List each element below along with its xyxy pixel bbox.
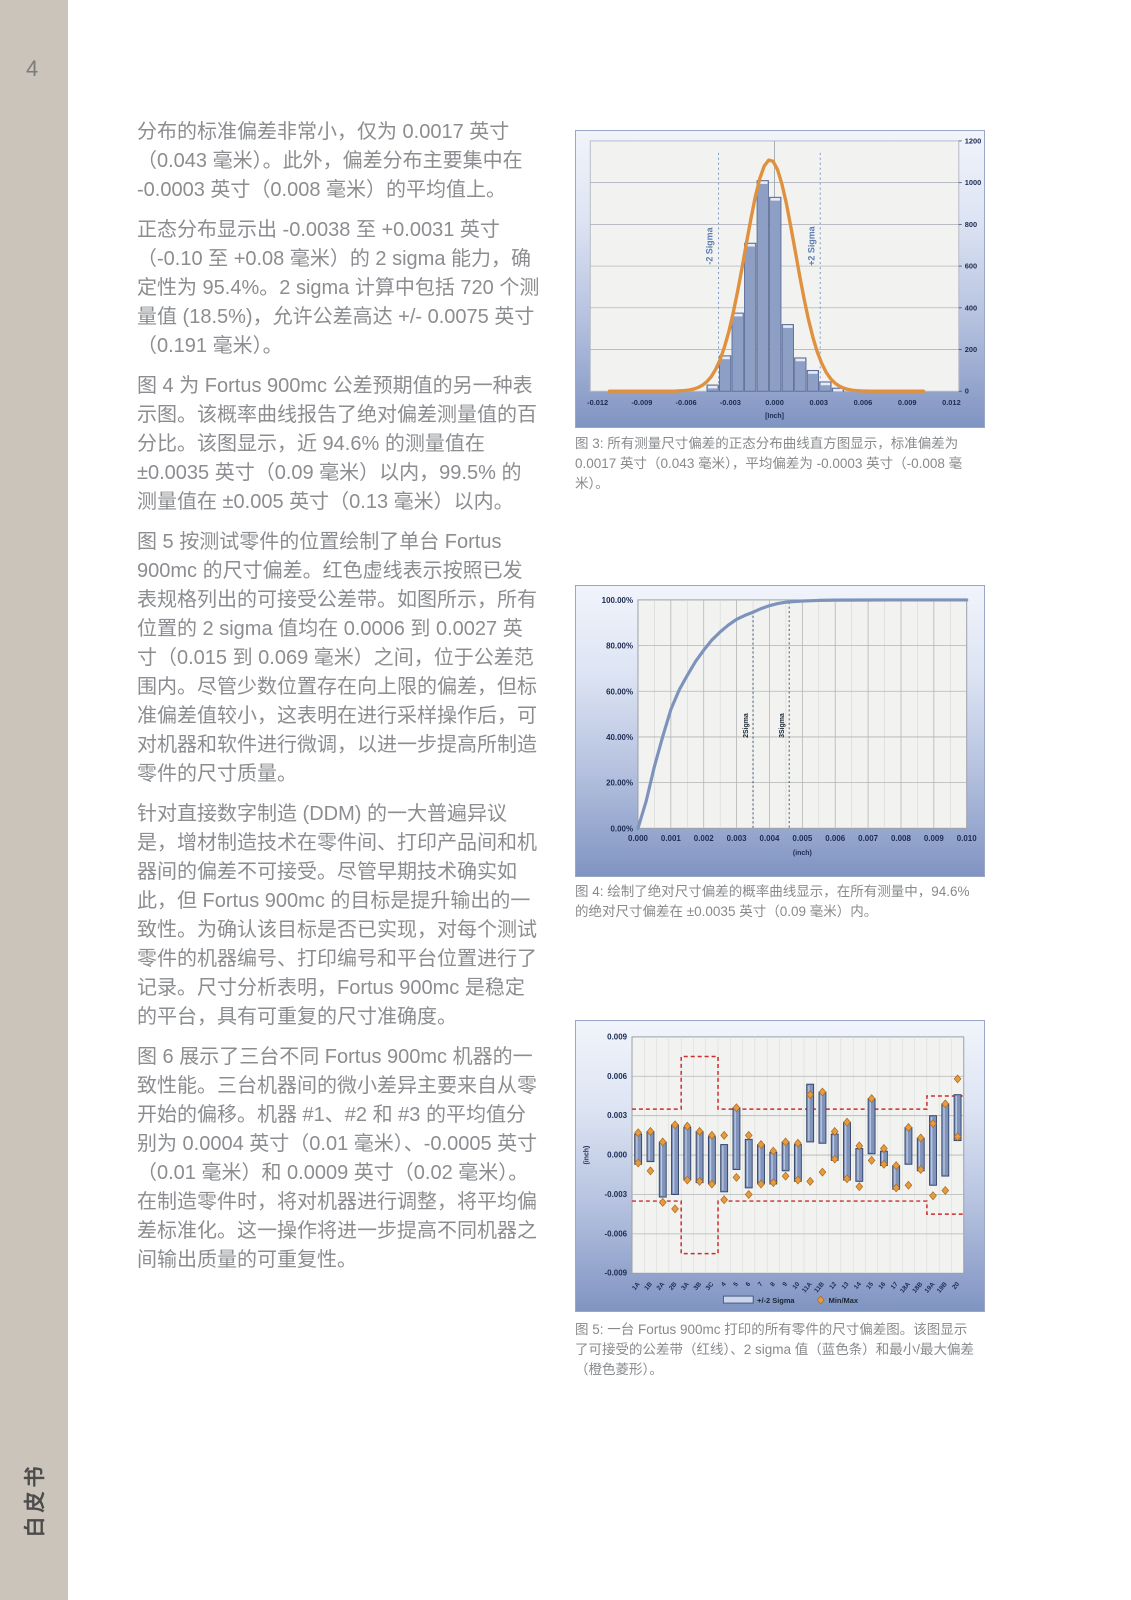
svg-text:0.007: 0.007 xyxy=(858,834,878,843)
figure3-caption: 图 3: 所有测量尺寸偏差的正态分布曲线直方图显示，标准偏差为 0.0017 英… xyxy=(575,436,963,491)
svg-text:+2 Sigma: +2 Sigma xyxy=(806,225,816,265)
svg-text:19B: 19B xyxy=(936,1281,949,1295)
svg-text:11A: 11A xyxy=(801,1281,814,1295)
svg-text:7: 7 xyxy=(757,1281,765,1289)
svg-text:2B: 2B xyxy=(668,1281,679,1292)
body-paragraph: 图 5 按测试零件的位置绘制了单台 Fortus 900mc 的尺寸偏差。红色虚… xyxy=(137,531,537,785)
svg-text:0.006: 0.006 xyxy=(607,1072,627,1081)
svg-text:-2 Sigma: -2 Sigma xyxy=(705,226,715,264)
figure5-deviation-range-chart: 0.009 0.006 0.003 0.000 -0.003 -0.006 -0.009 1A… xyxy=(575,1020,985,1312)
svg-text:12: 12 xyxy=(828,1281,838,1291)
svg-text:Min/Max: Min/Max xyxy=(829,1296,859,1305)
body-paragraph: 分布的标准偏差非常小，仅为 0.0017 英寸（0.043 毫米）。此外，偏差分… xyxy=(137,121,523,201)
svg-text:3A: 3A xyxy=(680,1281,691,1292)
svg-text:4: 4 xyxy=(720,1281,728,1289)
svg-text:(inch): (inch) xyxy=(583,1146,590,1165)
svg-text:40.00%: 40.00% xyxy=(606,733,633,742)
svg-text:0.009: 0.009 xyxy=(607,1032,627,1041)
page-number: 4 xyxy=(26,56,39,81)
svg-text:100.00%: 100.00% xyxy=(602,596,633,605)
svg-text:5: 5 xyxy=(732,1281,740,1289)
body-paragraph: 正态分布显示出 -0.0038 至 +0.0031 英寸（-0.10 至 +0.… xyxy=(137,219,540,357)
figure3-histogram-chart: -2 Sigma +2 Sigma 0 200 400 600 800 1000 1200 -0.… xyxy=(575,130,985,428)
svg-text:600: 600 xyxy=(965,262,977,271)
svg-text:800: 800 xyxy=(965,220,977,229)
svg-text:-0.009: -0.009 xyxy=(605,1269,628,1278)
svg-text:18A: 18A xyxy=(899,1281,912,1295)
svg-text:-0.003: -0.003 xyxy=(605,1190,628,1199)
svg-text:-0.012: -0.012 xyxy=(587,398,608,407)
svg-text:60.00%: 60.00% xyxy=(606,687,633,696)
svg-text:0: 0 xyxy=(965,387,969,396)
svg-text:0.008: 0.008 xyxy=(891,834,911,843)
svg-text:0.006: 0.006 xyxy=(854,398,873,407)
svg-text:0.003: 0.003 xyxy=(607,1111,627,1120)
svg-text:-0.006: -0.006 xyxy=(676,398,697,407)
svg-text:19A: 19A xyxy=(924,1281,937,1295)
side-label-whitepaper: 白皮书 xyxy=(24,1462,47,1538)
svg-text:0.009: 0.009 xyxy=(898,398,917,407)
svg-text:0.000: 0.000 xyxy=(607,1151,627,1160)
figure5-caption: 图 5: 一台 Fortus 900mc 打印的所有零件的尺寸偏差图。该图显示了… xyxy=(575,1322,975,1377)
figure4-probability-curve-chart: 2Sigma 3Sigma 0.00% 20.00% 40.00% 60.00% 80.00… xyxy=(575,585,985,877)
svg-text:0.00%: 0.00% xyxy=(610,824,633,833)
svg-text:20: 20 xyxy=(951,1281,961,1291)
svg-text:0.009: 0.009 xyxy=(924,834,944,843)
svg-text:1200: 1200 xyxy=(965,136,982,145)
svg-text:16: 16 xyxy=(877,1281,887,1291)
svg-text:200: 200 xyxy=(965,345,977,354)
svg-text:0.003: 0.003 xyxy=(809,398,828,407)
body-paragraph: 针对直接数字制造 (DDM) 的一大普遍异议是，增材制造技术在零件间、打印产品间… xyxy=(137,803,537,1028)
figure4-caption: 图 4: 绘制了绝对尺寸偏差的概率曲线显示，在所有测量中，94.6% 的绝对尺寸… xyxy=(575,884,970,919)
svg-text:0.000: 0.000 xyxy=(765,398,784,407)
body-paragraph: 图 4 为 Fortus 900mc 公差预期值的另一种表示图。该概率曲线报告了… xyxy=(137,375,537,513)
svg-text:-0.003: -0.003 xyxy=(720,398,741,407)
svg-text:-0.006: -0.006 xyxy=(605,1229,628,1238)
sidebar: 4 白皮书 xyxy=(0,0,68,1600)
svg-text:11B: 11B xyxy=(813,1281,826,1295)
svg-text:0.004: 0.004 xyxy=(760,834,780,843)
svg-text:6: 6 xyxy=(745,1281,753,1289)
svg-text:17: 17 xyxy=(890,1281,900,1291)
svg-text:0.006: 0.006 xyxy=(825,834,845,843)
body-paragraph: 图 6 展示了三台不同 Fortus 900mc 机器的一致性能。三台机器间的微… xyxy=(137,1046,538,1271)
svg-text:0.002: 0.002 xyxy=(694,834,714,843)
svg-text:3B: 3B xyxy=(692,1281,703,1292)
body-text-column: 分布的标准偏差非常小，仅为 0.0017 英寸（0.043 毫米）。此外，偏差分… xyxy=(137,118,541,1286)
svg-text:1B: 1B xyxy=(643,1281,654,1292)
svg-text:0.010: 0.010 xyxy=(957,834,977,843)
svg-text:0.000: 0.000 xyxy=(628,834,648,843)
svg-text:(inch): (inch) xyxy=(793,850,812,857)
svg-text:1000: 1000 xyxy=(965,178,982,187)
svg-text:14: 14 xyxy=(853,1281,863,1291)
svg-text:2A: 2A xyxy=(656,1281,667,1292)
svg-text:[Inch]: [Inch] xyxy=(765,413,784,420)
svg-text:0.003: 0.003 xyxy=(727,834,747,843)
svg-text:3Sigma: 3Sigma xyxy=(779,713,786,738)
svg-text:+/-2 Sigma: +/-2 Sigma xyxy=(757,1296,795,1305)
svg-text:9: 9 xyxy=(781,1281,789,1289)
svg-text:1A: 1A xyxy=(631,1281,642,1292)
svg-text:0.005: 0.005 xyxy=(792,834,812,843)
svg-text:0.012: 0.012 xyxy=(942,398,961,407)
svg-text:10: 10 xyxy=(791,1281,801,1291)
svg-text:15: 15 xyxy=(865,1281,875,1291)
svg-text:-0.009: -0.009 xyxy=(631,398,652,407)
svg-text:20.00%: 20.00% xyxy=(606,779,633,788)
svg-text:0.001: 0.001 xyxy=(661,834,681,843)
svg-text:400: 400 xyxy=(965,303,977,312)
svg-text:80.00%: 80.00% xyxy=(606,642,633,651)
svg-text:13: 13 xyxy=(841,1281,851,1291)
svg-text:3C: 3C xyxy=(705,1281,716,1292)
svg-text:18B: 18B xyxy=(911,1281,924,1295)
svg-text:8: 8 xyxy=(769,1281,777,1289)
figures-column: -2 Sigma +2 Sigma 0 200 400 600 800 1000 1200 -0.… xyxy=(575,130,985,1530)
svg-text:2Sigma: 2Sigma xyxy=(743,713,750,738)
